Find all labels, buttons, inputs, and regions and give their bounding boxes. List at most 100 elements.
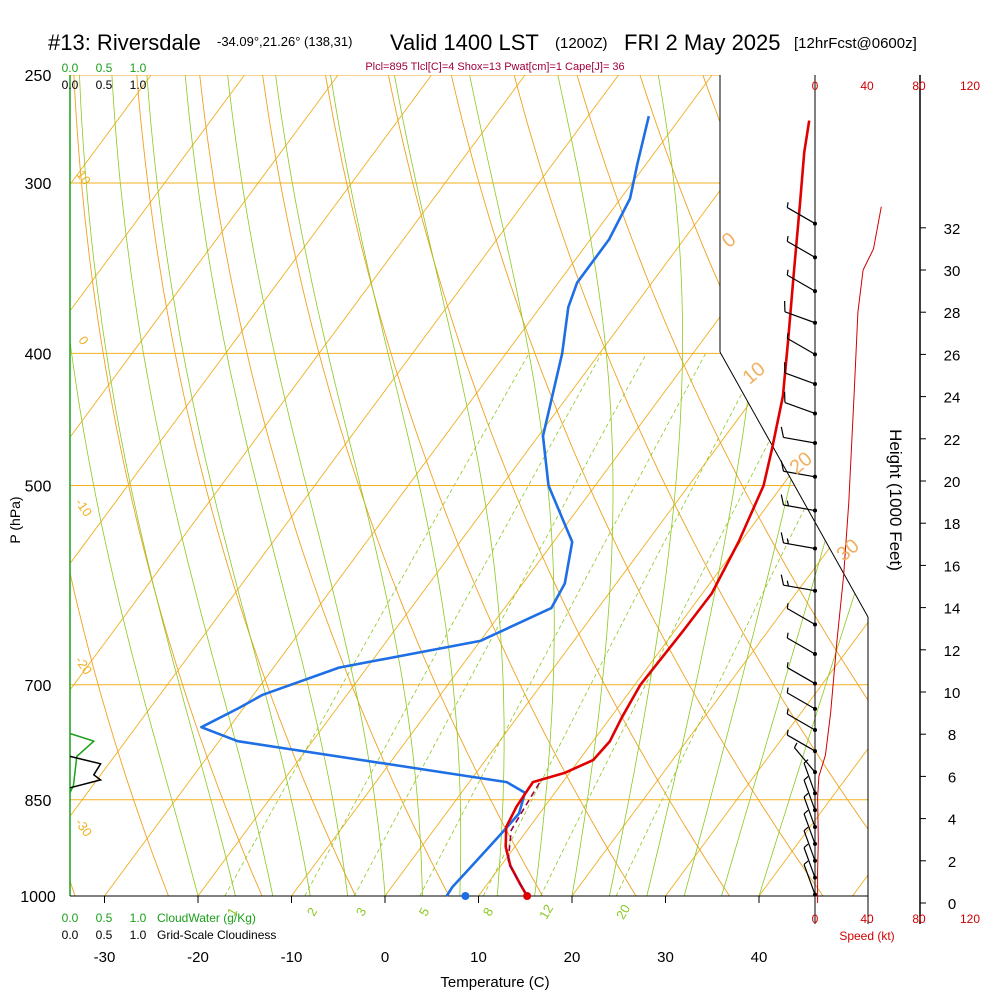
moist-adiabat-line xyxy=(646,75,767,896)
forecast-info: [12hrFcst@0600z] xyxy=(794,35,917,52)
wind-barb xyxy=(786,708,817,732)
wind-barb xyxy=(786,235,817,260)
wind-barb xyxy=(786,603,817,627)
wind-barb-half-flag xyxy=(803,792,809,798)
height-tick-label: 24 xyxy=(944,390,961,407)
wind-barb xyxy=(780,460,817,479)
moist-adiabat-line xyxy=(721,75,868,896)
wind-barb-half-flag xyxy=(786,708,789,715)
wind-barb xyxy=(786,729,817,754)
wind-barb-staff xyxy=(786,692,816,710)
cloud-water-tick-bottom: 1.0 xyxy=(130,911,147,925)
wind-barb-base xyxy=(813,411,817,416)
height-tick-label: 10 xyxy=(944,685,961,702)
height-tick-label: 22 xyxy=(944,432,961,449)
wind-barb xyxy=(803,843,817,880)
isotherm-line xyxy=(550,75,868,896)
height-tick-label: 0 xyxy=(948,896,956,913)
wind-barb-staff xyxy=(793,747,816,773)
isotherm-line xyxy=(70,75,208,896)
wind-barb xyxy=(783,301,817,325)
height-tick-label: 18 xyxy=(944,516,961,533)
mixing-ratio-line xyxy=(304,353,603,896)
mixing-ratio-label: 8 xyxy=(480,905,497,919)
x-tick-label: 20 xyxy=(564,949,581,966)
wind-barb-base xyxy=(813,508,817,513)
dry-adiabat-line xyxy=(859,75,868,896)
isotherm-label: -20 xyxy=(72,653,95,677)
wind-barb xyxy=(803,809,817,846)
moist-adiabat-line xyxy=(70,75,199,896)
wind-barb-half-flag xyxy=(803,759,809,764)
x-tick-label: 10 xyxy=(470,949,487,966)
mixing-ratio-label: 5 xyxy=(416,905,433,919)
wind-barb xyxy=(786,632,817,657)
mixing-ratio-label: 2 xyxy=(304,905,321,919)
wind-barb-staff xyxy=(786,337,816,355)
moist-adiabat-line xyxy=(220,75,386,896)
moist-adiabat-line xyxy=(179,75,348,896)
mixing-ratio-label: 20 xyxy=(613,902,633,922)
wind-barb xyxy=(786,332,817,357)
isotherm-label: 10 xyxy=(73,167,94,187)
wind-barb-base xyxy=(813,791,817,796)
isotherm-line xyxy=(737,75,868,896)
wind-barb-half-flag xyxy=(803,776,809,781)
speed-tick-label-top: 120 xyxy=(960,79,980,93)
surface-temperature-marker xyxy=(523,892,532,900)
parcel-trace xyxy=(507,778,543,897)
speed-tick-label-bottom: 80 xyxy=(912,912,926,926)
height-tick-label: 20 xyxy=(944,474,961,491)
wind-barb-base xyxy=(813,652,817,657)
thermo-background-lines xyxy=(0,0,1000,925)
wind-barb-flag xyxy=(780,426,785,438)
wind-barb-staff xyxy=(783,436,816,444)
wind-barb xyxy=(786,687,817,711)
wind-barbs xyxy=(780,202,817,897)
wind-barb-base xyxy=(813,622,817,627)
wind-barb-half-flag xyxy=(786,729,789,736)
cloudiness-tick-bottom: 1.0 xyxy=(130,928,147,942)
pressure-tick-label: 1000 xyxy=(20,889,56,906)
wind-barb-staff xyxy=(784,311,816,324)
wind-barb-half-flag xyxy=(786,202,789,208)
isotherm-line xyxy=(925,0,1000,925)
wind-barb xyxy=(803,759,817,796)
isotherm-line xyxy=(70,75,301,896)
cloud-water-tick-bottom: 0.0 xyxy=(62,911,79,925)
dry-adiabat-label: 0 xyxy=(718,228,741,252)
wind-barb-staff xyxy=(803,796,816,828)
axes xyxy=(69,75,926,924)
dry-adiabat-line xyxy=(70,75,276,896)
moist-adiabat-line xyxy=(142,75,311,896)
height-tick-label: 30 xyxy=(944,263,961,280)
cloudiness-label: Grid-Scale Cloudiness xyxy=(157,928,276,942)
height-tick-label: 8 xyxy=(948,727,956,744)
x-tick-label: 0 xyxy=(381,949,389,966)
height-tick-label: 26 xyxy=(944,347,961,364)
wind-barb-base xyxy=(813,706,817,711)
wind-barb-staff xyxy=(783,470,816,478)
height-tick-label: 6 xyxy=(948,769,956,786)
wind-barb-half-flag xyxy=(786,662,789,668)
wind-barb-base xyxy=(813,681,817,686)
cloud-water-tick-top: 0.5 xyxy=(96,61,113,75)
speed-tick-label-bottom: 0 xyxy=(812,912,819,926)
height-tick-label: 4 xyxy=(948,812,956,829)
wind-barb-base xyxy=(813,808,817,813)
dry-adiabat-line xyxy=(495,75,868,896)
height-tick-label: 2 xyxy=(948,854,956,871)
isotherm-line xyxy=(70,75,488,896)
wind-barb-staff xyxy=(803,847,816,878)
wind-barb-staff xyxy=(783,542,816,550)
wind-barb-half-flag xyxy=(786,235,789,242)
x-tick-label: 40 xyxy=(751,949,768,966)
wind-barb-flag xyxy=(780,460,785,472)
cloud-water-tick-top: 0.0 xyxy=(62,61,79,75)
wind-barb-staff xyxy=(803,830,816,862)
mixing-ratio-line xyxy=(353,353,647,896)
wind-barb xyxy=(786,269,817,294)
wind-barb-staff xyxy=(803,779,816,811)
isotherm-line xyxy=(0,0,20,925)
x-tick-label: -20 xyxy=(187,949,209,966)
